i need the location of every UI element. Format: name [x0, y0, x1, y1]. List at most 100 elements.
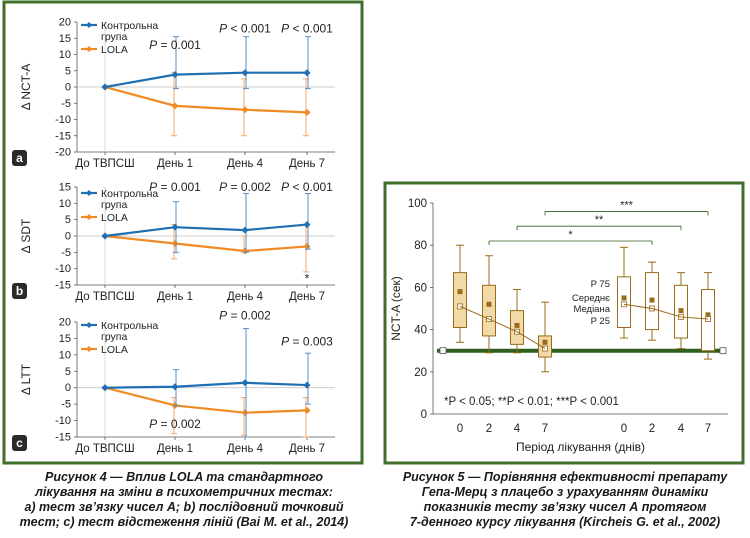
series-line	[104, 71, 307, 89]
y-tick-label: 10	[59, 198, 71, 210]
p-value-text: = 0.002	[227, 308, 271, 322]
left-panels: 20 15 10 5 0 -5 -10 -15 -20 До ТВПСШ День 1 День 4 Д…	[12, 17, 335, 455]
p-value-annotation: P = 0.001	[149, 180, 201, 194]
p-value-annotation: P < 0.001	[281, 180, 333, 194]
box-group-right	[617, 246, 715, 360]
data-point	[241, 69, 249, 77]
right-caption: Рисунок 5 — Порівняння ефективності преп…	[385, 470, 745, 530]
p-value-text: < 0.001	[227, 22, 271, 36]
mean-marker	[486, 301, 492, 307]
x-tick-label: День 7	[289, 443, 325, 455]
box-day-4	[674, 272, 688, 350]
y-tick-label: 100	[408, 198, 427, 210]
x-tick-label: До ТВПСШ	[75, 443, 134, 455]
y-tick-label: -10	[55, 415, 71, 427]
y-tick-label: -5	[61, 98, 71, 110]
x-tick-label: До ТВПСШ	[75, 291, 134, 303]
x-tick-label: До ТВПСШ	[75, 158, 134, 170]
legend-marker-lola	[86, 46, 92, 52]
data-point	[303, 381, 311, 389]
data-point	[241, 247, 249, 255]
x-axis-label: Період лікування (днів)	[516, 440, 645, 454]
y-axis-label: Δ NCT-A	[19, 64, 33, 111]
left-caption: Рисунок 4 — Вплив LOLA та стандартного л…	[6, 470, 362, 530]
box-day-0	[617, 246, 631, 339]
legend-label-control-2: група	[101, 199, 127, 211]
y-tick-label: 15	[59, 182, 71, 194]
data-point	[171, 71, 179, 79]
x-tick-label: День 1	[157, 443, 193, 455]
line-chart-a: 20 15 10 5 0 -5 -10 -15 -20 До ТВПСШ День 1 День 4 Д…	[12, 17, 335, 170]
p-value-text: < 0.001	[289, 22, 333, 36]
p-value-annotation: P = 0.003	[281, 335, 333, 349]
y-tick-label: 0	[65, 231, 71, 243]
y-tick-label: 0	[421, 409, 427, 421]
p-symbol: P	[149, 38, 157, 52]
y-tick-label: 15	[59, 33, 71, 45]
x-tick-label: День 7	[289, 291, 325, 303]
data-point	[303, 221, 311, 229]
p-value-text: = 0.002	[157, 417, 201, 431]
series-line	[104, 234, 308, 253]
median-trend-line	[459, 305, 546, 350]
p-value-text: = 0.001	[157, 180, 201, 194]
data-point	[171, 383, 179, 391]
x-tick-label: 4	[514, 423, 521, 435]
legend-label-control: Контрольна	[101, 320, 158, 332]
series-line	[104, 85, 308, 114]
mean-marker	[678, 308, 684, 314]
significance-bracket: *	[488, 229, 653, 245]
data-point	[241, 106, 249, 114]
right-caption-line4: 7-денного курсу лікування (Kircheis G. e…	[409, 515, 721, 529]
p-symbol: P	[281, 180, 289, 194]
series-line	[104, 386, 308, 414]
y-tick-label: 0	[65, 82, 71, 94]
x-tick-label: 2	[486, 423, 492, 435]
baseline-end-left	[439, 347, 447, 355]
right-caption-title: Рисунок 5 — Порівняння ефективності преп…	[402, 470, 728, 484]
legend-label-lola: LOLA	[101, 212, 128, 224]
p-value-annotation: P = 0.002	[219, 308, 271, 322]
p-symbol: P	[219, 180, 227, 194]
mean-marker	[621, 295, 627, 301]
box-iqr	[482, 284, 496, 337]
legend-label-control-2: група	[101, 31, 127, 43]
x-tick-label: День 1	[157, 291, 193, 303]
legend-label-lola: LOLA	[101, 344, 128, 356]
p-value-text: = 0.003	[289, 335, 333, 349]
data-point	[171, 223, 179, 231]
left-caption-line2: лікування на зміни в психометричних тест…	[35, 485, 333, 499]
series-lola	[101, 224, 311, 273]
series-line	[104, 223, 308, 238]
data-point	[101, 232, 109, 240]
left-caption-title: Рисунок 4 — Вплив LOLA та стандартного	[45, 470, 323, 484]
legend-marker-control	[86, 22, 92, 28]
y-tick-label: -10	[55, 263, 71, 275]
box-group-left	[453, 244, 552, 373]
x-tick-label: 0	[457, 423, 463, 435]
box-day-2	[645, 261, 659, 341]
p-symbol: P	[281, 335, 289, 349]
panel-badge-label: b	[16, 284, 23, 298]
p-symbol: P	[219, 22, 227, 36]
p-value-annotation: P = 0.002	[219, 180, 271, 194]
significance-stars: **	[595, 214, 604, 226]
series-control	[101, 328, 311, 438]
y-tick-label: 5	[65, 366, 71, 378]
significance-bracket: **	[516, 214, 682, 231]
significance-stars: ***	[620, 199, 634, 211]
box-day-7	[538, 301, 552, 373]
right-panel: 0 20 40 60 80 100 NCT-A (сек) 0 2 4 7 0 2 4 7 Період лі…	[389, 198, 728, 454]
p-value-annotation: P = 0.002	[149, 417, 201, 431]
panel-badge-bg	[12, 150, 27, 166]
y-tick-label: 10	[59, 49, 71, 61]
x-tick-label: День 7	[289, 158, 325, 170]
y-tick-label: -15	[55, 280, 71, 292]
legend-marker-control	[86, 322, 92, 328]
p-value-annotation: P < 0.001	[281, 22, 333, 36]
box-day-2	[482, 255, 496, 354]
panel-badge-label: c	[16, 436, 23, 450]
data-point	[303, 69, 311, 77]
